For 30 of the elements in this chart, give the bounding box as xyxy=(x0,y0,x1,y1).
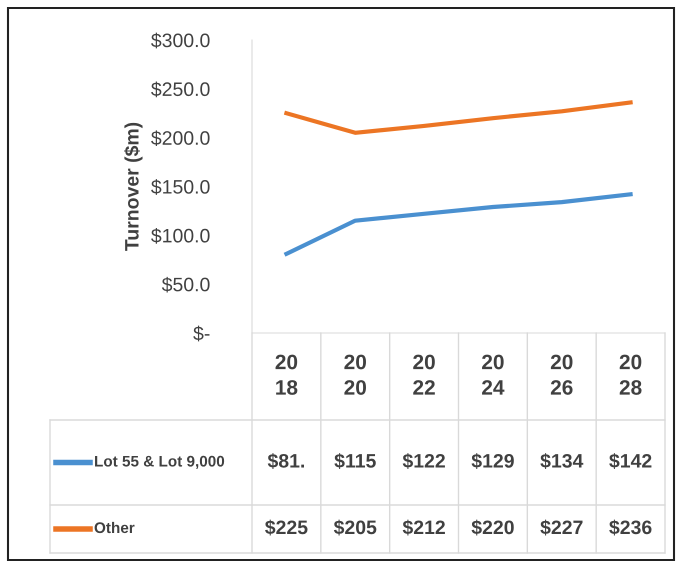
y-tick-label: $150.0 xyxy=(151,179,210,195)
y-tick-label: $- xyxy=(193,326,210,342)
x-tick-label: 2020 xyxy=(344,354,366,395)
data-label: $142 xyxy=(609,453,652,469)
data-label: $115 xyxy=(334,453,376,469)
x-tick-label: 2024 xyxy=(482,354,504,395)
y-tick-label: $100.0 xyxy=(151,228,210,244)
x-tick-label: 2028 xyxy=(620,354,642,395)
data-label: $129 xyxy=(472,453,514,469)
data-label: $81. xyxy=(268,453,304,469)
line-series xyxy=(284,192,633,256)
y-tick-label: $250.0 xyxy=(151,81,210,98)
y-axis-title: Turnover ($m) xyxy=(124,122,143,251)
data-label: $220 xyxy=(472,520,514,536)
legend-label: Other xyxy=(94,522,135,534)
data-label: $134 xyxy=(540,453,584,469)
x-tick-label: 2022 xyxy=(413,354,435,395)
data-label: $122 xyxy=(402,453,445,469)
x-tick-label: 2026 xyxy=(550,354,573,395)
legend-label: Lot 55 & Lot 9,000 xyxy=(95,456,224,469)
data-label: $225 xyxy=(265,520,308,536)
data-label: $212 xyxy=(402,520,445,536)
y-tick-label: $300.0 xyxy=(151,32,210,48)
y-tick-label: $50.0 xyxy=(162,276,210,293)
line-series xyxy=(284,100,633,135)
y-tick-label: $200.0 xyxy=(151,130,210,146)
data-label: $236 xyxy=(609,520,652,536)
data-label: $205 xyxy=(334,520,376,536)
x-tick-label: 2018 xyxy=(276,354,298,395)
data-label: $227 xyxy=(540,520,583,536)
